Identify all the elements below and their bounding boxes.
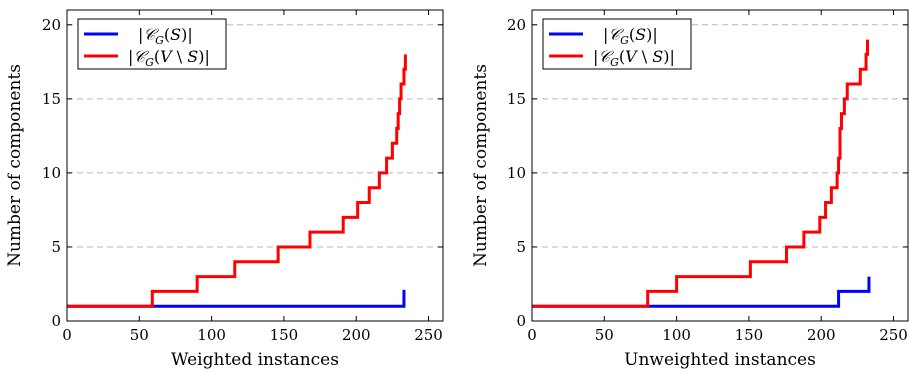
legend-label: |𝒞G(S)| — [138, 25, 193, 47]
y-axis-label: Number of components — [471, 64, 491, 267]
y-axis-label: Number of components — [5, 64, 25, 267]
y-tick-label: 5 — [516, 238, 526, 256]
y-tick-label: 15 — [42, 90, 61, 108]
legend-box — [542, 18, 692, 70]
plot-frame — [531, 9, 909, 322]
legend-box — [77, 18, 227, 70]
chart-panel-2: 0 50 100 150 200 250 0 5 10 15 20 Unweighted instan… — [471, 9, 909, 370]
plot-frame — [66, 9, 444, 322]
x-tick-label: 50 — [595, 326, 614, 344]
y-tick-label: 10 — [42, 164, 61, 182]
legend-label: |𝒞G(V \ S)| — [128, 47, 210, 69]
x-tick-label: 50 — [130, 326, 149, 344]
y-tick-label: 10 — [507, 164, 526, 182]
x-tick-label: 0 — [62, 326, 72, 344]
series-line-V-minus-S — [67, 54, 407, 308]
x-tick-label: 0 — [527, 326, 537, 344]
x-tick-label: 150 — [735, 326, 764, 344]
legend: |𝒞G(S)||𝒞G(V \ S)| — [77, 18, 227, 70]
x-tick-label: 100 — [662, 326, 691, 344]
series-line-S — [67, 289, 406, 308]
x-tick-label: 100 — [197, 326, 226, 344]
x-tick-label: 250 — [879, 326, 908, 344]
y-tick-label: 5 — [51, 238, 61, 256]
series-line-V-minus-S — [532, 39, 870, 308]
y-tick-label: 15 — [507, 90, 526, 108]
x-axis-label: Unweighted instances — [624, 350, 816, 370]
x-axis-label: Weighted instances — [171, 350, 339, 370]
legend: |𝒞G(S)||𝒞G(V \ S)| — [542, 18, 692, 70]
legend-label: |𝒞G(V \ S)| — [593, 47, 675, 69]
y-tick-label: 20 — [507, 16, 526, 34]
x-tick-label: 150 — [270, 326, 299, 344]
x-tick-label: 200 — [807, 326, 836, 344]
y-tick-label: 0 — [51, 312, 61, 330]
chart-panel-1: 0 50 100 150 200 250 0 5 10 15 20 Weighted instance… — [5, 9, 444, 370]
x-tick-label: 250 — [414, 326, 443, 344]
series-line-S — [532, 276, 871, 308]
x-tick-label: 200 — [342, 326, 371, 344]
y-tick-label: 20 — [42, 16, 61, 34]
y-tick-label: 0 — [516, 312, 526, 330]
legend-label: |𝒞G(S)| — [603, 25, 658, 47]
